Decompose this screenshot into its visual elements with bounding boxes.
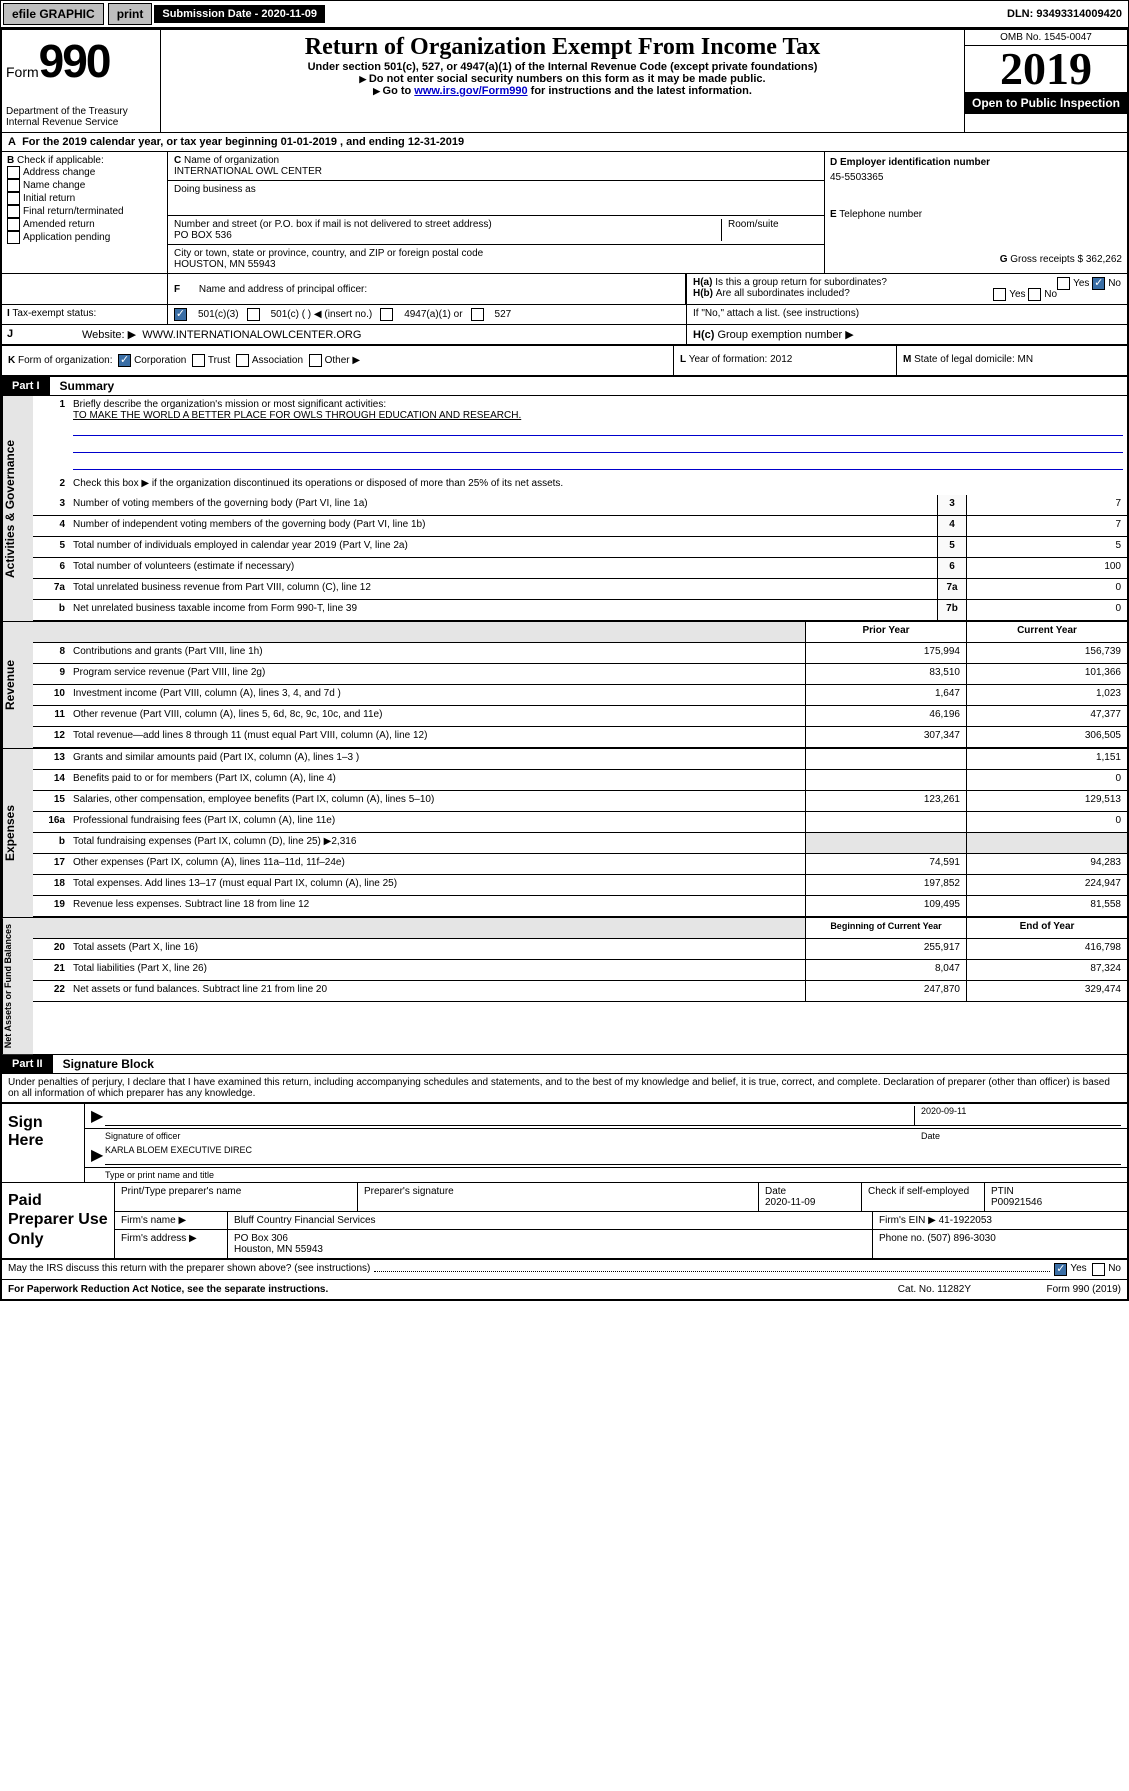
firm-name: Bluff Country Financial Services xyxy=(228,1212,873,1229)
penalty-text: Under penalties of perjury, I declare th… xyxy=(2,1074,1127,1102)
paid-preparer-label: Paid Preparer Use Only xyxy=(2,1183,114,1258)
tax-year: 2019 xyxy=(965,46,1127,92)
form-subtitle-3: Go to www.irs.gov/Form990 for instructio… xyxy=(169,85,956,97)
form-subtitle-1: Under section 501(c), 527, or 4947(a)(1)… xyxy=(169,61,956,73)
chk-discuss-yes[interactable] xyxy=(1054,1263,1067,1276)
chk-hb-no[interactable] xyxy=(1028,288,1041,301)
chk-hb-yes[interactable] xyxy=(993,288,1006,301)
chk-address-change[interactable] xyxy=(7,166,20,179)
chk-other[interactable] xyxy=(309,354,322,367)
chk-name-change[interactable] xyxy=(7,179,20,192)
print-button[interactable]: print xyxy=(108,3,153,25)
website-value: WWW.INTERNATIONALOWLCENTER.ORG xyxy=(142,329,361,341)
chk-amended-return[interactable] xyxy=(7,218,20,231)
org-name: INTERNATIONAL OWL CENTER xyxy=(174,166,322,177)
form-subtitle-2: Do not enter social security numbers on … xyxy=(169,73,956,85)
ein-value: 45-5503365 xyxy=(830,170,1122,185)
section-b-checkboxes: B Check if applicable: Address change Na… xyxy=(2,152,168,273)
part1-header: Part I xyxy=(2,377,50,395)
chk-trust[interactable] xyxy=(192,354,205,367)
vtab-netassets: Net Assets or Fund Balances xyxy=(2,918,33,1054)
gross-receipts: 362,262 xyxy=(1086,254,1122,265)
form-title: Return of Organization Exempt From Incom… xyxy=(169,34,956,61)
form-number: 990 xyxy=(39,35,110,87)
chk-501c3[interactable] xyxy=(174,308,187,321)
chk-ha-no[interactable] xyxy=(1092,277,1105,290)
form990-link[interactable]: www.irs.gov/Form990 xyxy=(414,85,527,97)
chk-application-pending[interactable] xyxy=(7,231,20,244)
dept-irs: Internal Revenue Service xyxy=(6,117,156,128)
chk-initial-return[interactable] xyxy=(7,192,20,205)
part2-header: Part II xyxy=(2,1055,53,1073)
dept-treasury: Department of the Treasury xyxy=(6,106,156,117)
chk-corp[interactable] xyxy=(118,354,131,367)
form-container: Form990 Department of the Treasury Inter… xyxy=(0,28,1129,1301)
chk-ha-yes[interactable] xyxy=(1057,277,1070,290)
section-a-taxyear: A For the 2019 calendar year, or tax yea… xyxy=(2,133,1127,152)
chk-527[interactable] xyxy=(471,308,484,321)
chk-4947[interactable] xyxy=(380,308,393,321)
form-prefix: Form xyxy=(6,64,39,80)
chk-final-return[interactable] xyxy=(7,205,20,218)
chk-assoc[interactable] xyxy=(236,354,249,367)
submission-date-label: Submission Date - 2020-11-09 xyxy=(154,5,325,23)
vtab-governance: Activities & Governance xyxy=(2,396,33,621)
ptin-value: P00921546 xyxy=(991,1197,1042,1208)
dln-label: DLN: 93493314009420 xyxy=(1007,8,1128,20)
sign-here-label: Sign Here xyxy=(2,1104,84,1182)
vtab-expenses: Expenses xyxy=(2,749,33,917)
org-street: PO BOX 536 xyxy=(174,230,232,241)
org-city: HOUSTON, MN 55943 xyxy=(174,259,276,270)
top-toolbar: efile GRAPHIC print Submission Date - 20… xyxy=(0,0,1129,28)
efile-button[interactable]: efile GRAPHIC xyxy=(3,3,104,25)
chk-discuss-no[interactable] xyxy=(1092,1263,1105,1276)
officer-name: KARLA BLOEM EXECUTIVE DIREC xyxy=(105,1145,1121,1165)
open-public-badge: Open to Public Inspection xyxy=(965,92,1127,114)
chk-501c[interactable] xyxy=(247,308,260,321)
vtab-revenue: Revenue xyxy=(2,622,33,748)
mission-text: TO MAKE THE WORLD A BETTER PLACE FOR OWL… xyxy=(73,410,521,421)
